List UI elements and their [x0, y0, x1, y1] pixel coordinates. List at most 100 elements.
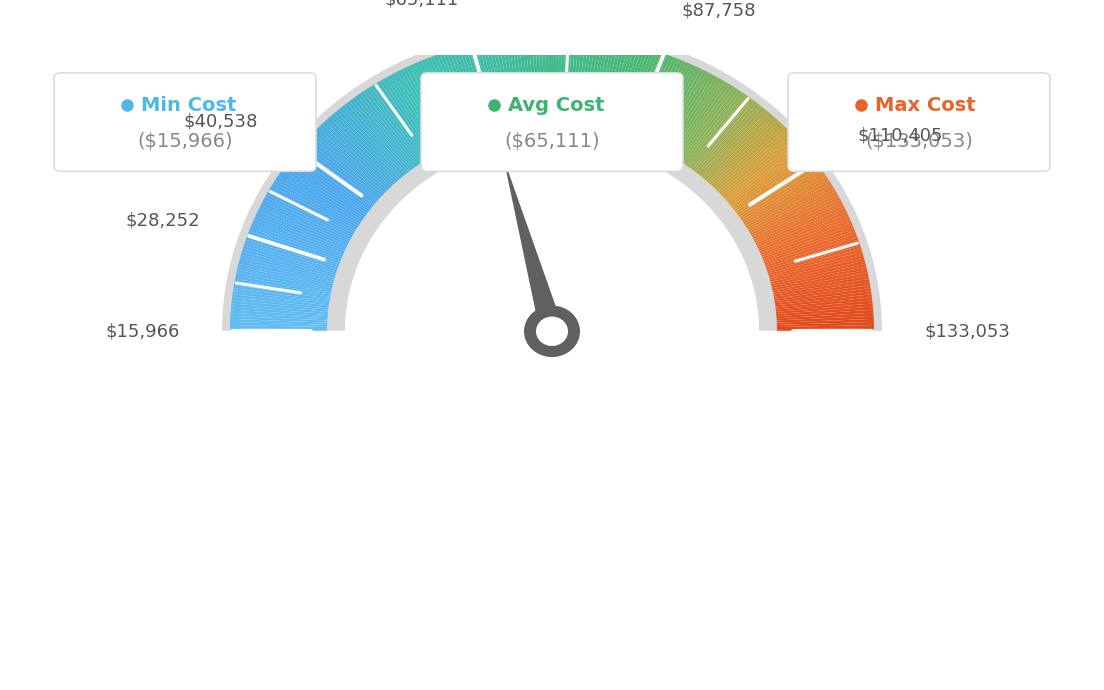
Wedge shape	[231, 310, 330, 318]
Wedge shape	[775, 322, 874, 327]
Wedge shape	[757, 217, 850, 254]
Wedge shape	[514, 37, 529, 128]
Wedge shape	[481, 41, 506, 131]
Wedge shape	[620, 50, 655, 137]
Wedge shape	[762, 231, 856, 264]
Wedge shape	[258, 208, 349, 248]
Wedge shape	[446, 50, 481, 137]
Wedge shape	[475, 43, 501, 132]
Wedge shape	[603, 43, 629, 132]
Wedge shape	[376, 81, 433, 159]
Wedge shape	[363, 90, 423, 166]
Text: Avg Cost: Avg Cost	[508, 95, 605, 115]
Wedge shape	[736, 165, 820, 218]
Wedge shape	[773, 285, 871, 302]
Text: ($65,111): ($65,111)	[505, 132, 599, 151]
Wedge shape	[485, 41, 508, 130]
Wedge shape	[651, 66, 698, 148]
Wedge shape	[664, 75, 715, 155]
Wedge shape	[268, 188, 357, 235]
Wedge shape	[374, 83, 431, 161]
Wedge shape	[741, 172, 826, 224]
Wedge shape	[246, 237, 341, 268]
Wedge shape	[750, 194, 839, 238]
Polygon shape	[503, 157, 564, 334]
Wedge shape	[275, 178, 361, 227]
Wedge shape	[403, 68, 450, 150]
Wedge shape	[634, 56, 673, 141]
Wedge shape	[729, 150, 808, 207]
Wedge shape	[769, 267, 867, 288]
Wedge shape	[241, 252, 337, 278]
Wedge shape	[549, 35, 552, 126]
Wedge shape	[631, 55, 670, 141]
Wedge shape	[718, 133, 794, 196]
Wedge shape	[349, 99, 414, 172]
Wedge shape	[245, 240, 340, 270]
FancyBboxPatch shape	[788, 73, 1050, 171]
Text: $87,758: $87,758	[681, 1, 756, 19]
Text: Min Cost: Min Cost	[141, 95, 236, 115]
Wedge shape	[683, 92, 744, 167]
Wedge shape	[769, 264, 867, 286]
Wedge shape	[654, 68, 701, 150]
Wedge shape	[649, 65, 696, 148]
Wedge shape	[329, 115, 400, 184]
Wedge shape	[661, 73, 713, 154]
Wedge shape	[532, 36, 540, 126]
Wedge shape	[643, 61, 686, 145]
Wedge shape	[352, 97, 415, 170]
Wedge shape	[659, 72, 710, 152]
Wedge shape	[230, 325, 329, 329]
Wedge shape	[700, 109, 767, 179]
Wedge shape	[668, 78, 722, 157]
Wedge shape	[763, 234, 857, 266]
Wedge shape	[559, 35, 565, 126]
Wedge shape	[424, 58, 466, 143]
Wedge shape	[256, 211, 348, 250]
Wedge shape	[247, 234, 341, 266]
Wedge shape	[569, 36, 578, 127]
Wedge shape	[707, 117, 777, 185]
Wedge shape	[627, 52, 665, 139]
Wedge shape	[341, 105, 408, 176]
Wedge shape	[262, 199, 352, 242]
Wedge shape	[690, 99, 755, 172]
Wedge shape	[698, 107, 765, 177]
Wedge shape	[501, 39, 519, 129]
Wedge shape	[369, 86, 426, 163]
Wedge shape	[607, 44, 635, 133]
Wedge shape	[427, 57, 468, 142]
Wedge shape	[571, 36, 582, 127]
Wedge shape	[317, 126, 391, 191]
Wedge shape	[294, 152, 374, 209]
Wedge shape	[681, 90, 741, 166]
Wedge shape	[498, 39, 517, 129]
Wedge shape	[337, 109, 404, 179]
Wedge shape	[471, 43, 499, 132]
Wedge shape	[687, 95, 750, 169]
Wedge shape	[495, 39, 514, 130]
Wedge shape	[725, 145, 805, 204]
Wedge shape	[526, 36, 535, 127]
Wedge shape	[421, 59, 464, 144]
Wedge shape	[259, 205, 350, 246]
Wedge shape	[478, 42, 503, 132]
Wedge shape	[726, 148, 806, 206]
Wedge shape	[522, 36, 533, 127]
Wedge shape	[774, 306, 873, 316]
Wedge shape	[539, 35, 545, 126]
Wedge shape	[714, 128, 789, 193]
Wedge shape	[327, 124, 777, 331]
Wedge shape	[708, 119, 779, 186]
Wedge shape	[491, 40, 512, 130]
Wedge shape	[756, 211, 848, 250]
Wedge shape	[365, 88, 425, 164]
Wedge shape	[299, 145, 379, 204]
Wedge shape	[753, 202, 843, 244]
Wedge shape	[713, 126, 787, 191]
Wedge shape	[289, 157, 372, 213]
Wedge shape	[577, 37, 593, 128]
Wedge shape	[710, 122, 782, 188]
FancyBboxPatch shape	[421, 73, 683, 171]
